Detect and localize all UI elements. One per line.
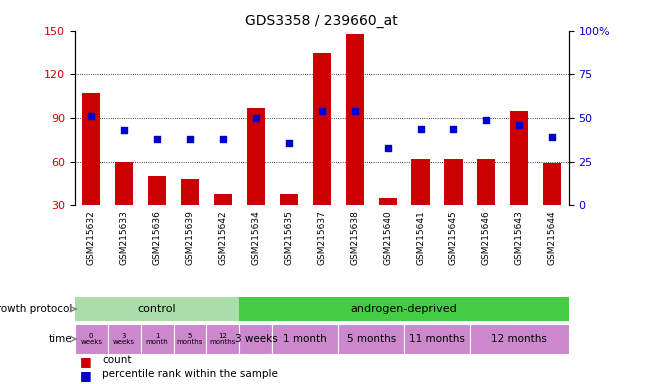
Text: growth protocol: growth protocol bbox=[0, 304, 72, 314]
Bar bbox=[108, 324, 140, 354]
Bar bbox=[470, 324, 569, 354]
Bar bbox=[75, 297, 239, 321]
Point bbox=[547, 134, 558, 141]
Point bbox=[119, 127, 129, 133]
Text: GSM215646: GSM215646 bbox=[482, 210, 491, 265]
Point bbox=[448, 126, 459, 132]
Bar bbox=[239, 324, 272, 354]
Bar bbox=[338, 324, 404, 354]
Bar bbox=[75, 324, 108, 354]
Text: GSM215636: GSM215636 bbox=[153, 210, 162, 265]
Point bbox=[251, 115, 261, 121]
Text: 1 month: 1 month bbox=[283, 334, 327, 344]
Bar bbox=[280, 194, 298, 205]
Bar bbox=[477, 159, 495, 205]
Text: GSM215632: GSM215632 bbox=[86, 210, 96, 265]
Text: GSM215645: GSM215645 bbox=[449, 210, 458, 265]
Text: 11 months: 11 months bbox=[409, 334, 465, 344]
Bar bbox=[207, 324, 239, 354]
Point bbox=[481, 117, 491, 123]
Text: GSM215643: GSM215643 bbox=[515, 210, 524, 265]
Text: count: count bbox=[102, 355, 131, 365]
Point bbox=[86, 113, 96, 119]
Text: 12
months: 12 months bbox=[210, 333, 236, 345]
Bar bbox=[404, 324, 470, 354]
Bar bbox=[313, 53, 331, 205]
Bar bbox=[115, 162, 133, 205]
Bar bbox=[82, 93, 100, 205]
Bar bbox=[378, 198, 396, 205]
Text: 3 weeks: 3 weeks bbox=[235, 334, 278, 344]
Bar bbox=[140, 324, 174, 354]
Point bbox=[514, 122, 525, 128]
Bar bbox=[445, 159, 463, 205]
Point bbox=[152, 136, 162, 142]
Bar bbox=[346, 34, 364, 205]
Text: GSM215633: GSM215633 bbox=[120, 210, 129, 265]
Point bbox=[218, 136, 228, 142]
Text: GSM215638: GSM215638 bbox=[350, 210, 359, 265]
Bar bbox=[411, 159, 430, 205]
Point bbox=[415, 126, 426, 132]
Text: GSM215639: GSM215639 bbox=[185, 210, 194, 265]
Text: GSM215640: GSM215640 bbox=[383, 210, 392, 265]
Text: GSM215641: GSM215641 bbox=[416, 210, 425, 265]
Text: 12 months: 12 months bbox=[491, 334, 547, 344]
Text: time: time bbox=[49, 334, 72, 344]
Point bbox=[382, 145, 393, 151]
Title: GDS3358 / 239660_at: GDS3358 / 239660_at bbox=[246, 14, 398, 28]
Bar bbox=[148, 176, 166, 205]
Point bbox=[283, 139, 294, 146]
Text: 5
months: 5 months bbox=[177, 333, 203, 345]
Bar bbox=[239, 297, 569, 321]
Bar bbox=[174, 324, 207, 354]
Bar bbox=[272, 324, 338, 354]
Text: GSM215634: GSM215634 bbox=[252, 210, 261, 265]
Bar bbox=[181, 179, 199, 205]
Bar bbox=[510, 111, 528, 205]
Point bbox=[185, 136, 195, 142]
Text: 0
weeks: 0 weeks bbox=[80, 333, 102, 345]
Text: 1
month: 1 month bbox=[146, 333, 168, 345]
Bar bbox=[247, 108, 265, 205]
Text: androgen-deprived: androgen-deprived bbox=[351, 304, 458, 314]
Text: control: control bbox=[138, 304, 176, 314]
Text: percentile rank within the sample: percentile rank within the sample bbox=[102, 369, 278, 379]
Point bbox=[317, 108, 327, 114]
Text: ■: ■ bbox=[80, 355, 92, 368]
Text: 5 months: 5 months bbox=[346, 334, 396, 344]
Text: GSM215637: GSM215637 bbox=[317, 210, 326, 265]
Bar bbox=[543, 163, 562, 205]
Text: 3
weeks: 3 weeks bbox=[113, 333, 135, 345]
Bar bbox=[214, 194, 232, 205]
Text: GSM215644: GSM215644 bbox=[548, 210, 557, 265]
Text: ■: ■ bbox=[80, 369, 92, 382]
Text: GSM215635: GSM215635 bbox=[284, 210, 293, 265]
Point bbox=[350, 108, 360, 114]
Text: GSM215642: GSM215642 bbox=[218, 210, 227, 265]
